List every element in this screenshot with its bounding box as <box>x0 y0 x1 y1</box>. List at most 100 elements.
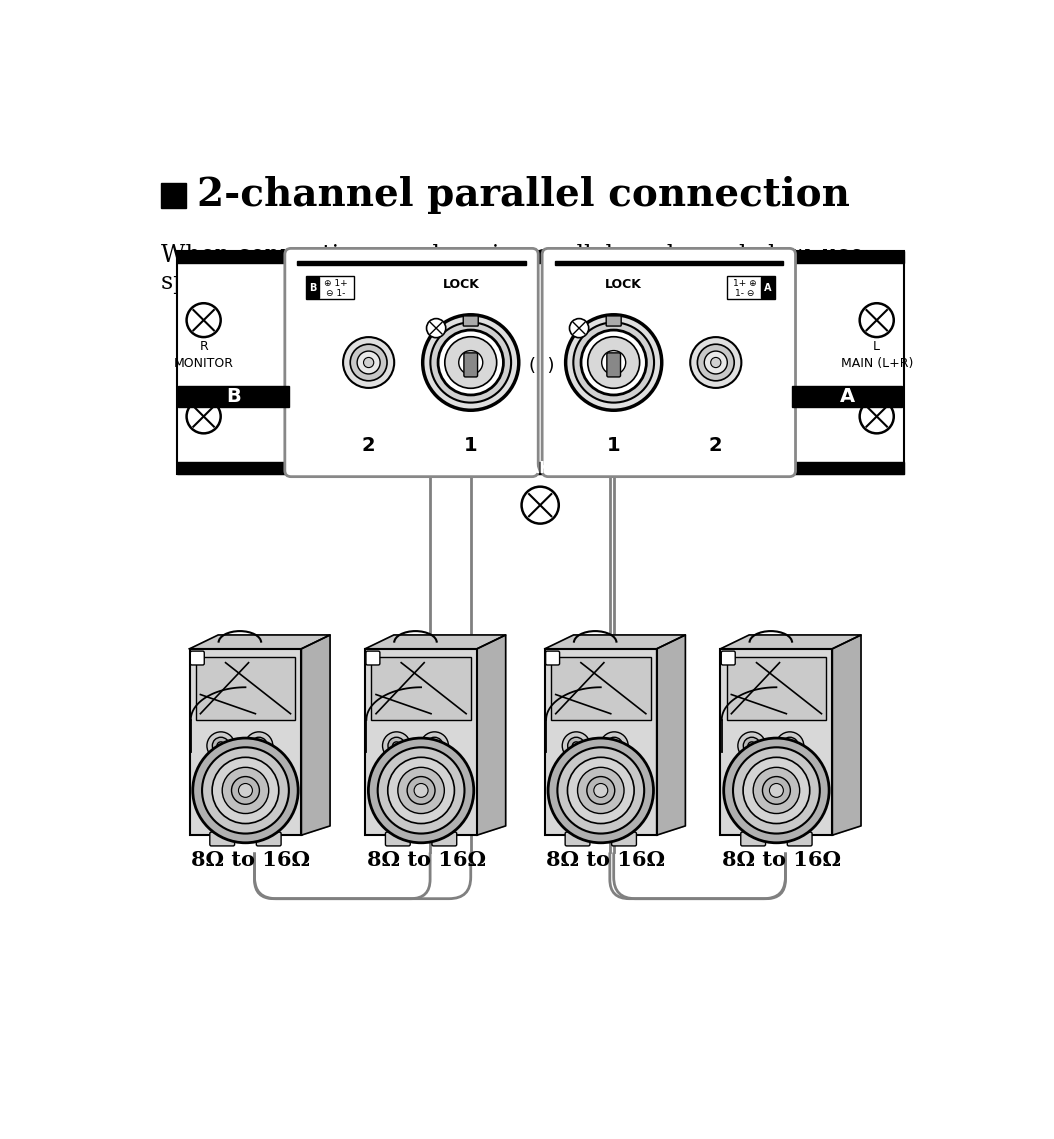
Bar <box>161 183 186 207</box>
Circle shape <box>562 732 590 760</box>
FancyBboxPatch shape <box>721 652 736 665</box>
FancyBboxPatch shape <box>551 656 650 720</box>
Text: A: A <box>839 387 855 405</box>
Bar <box>792 386 902 407</box>
Circle shape <box>602 351 626 375</box>
Circle shape <box>414 784 428 797</box>
Circle shape <box>704 351 727 374</box>
Polygon shape <box>301 634 330 835</box>
Circle shape <box>445 337 496 388</box>
Circle shape <box>383 732 410 760</box>
Circle shape <box>357 351 380 374</box>
Circle shape <box>606 737 623 754</box>
FancyBboxPatch shape <box>191 652 204 665</box>
Circle shape <box>781 737 798 754</box>
Polygon shape <box>721 634 861 649</box>
Circle shape <box>350 344 387 380</box>
Text: 8Ω to 16Ω: 8Ω to 16Ω <box>722 850 841 870</box>
Bar <box>307 277 319 298</box>
Text: R
MONITOR: R MONITOR <box>174 339 234 370</box>
Circle shape <box>593 784 608 797</box>
Circle shape <box>245 732 273 760</box>
Circle shape <box>431 741 438 749</box>
FancyBboxPatch shape <box>606 316 621 326</box>
Circle shape <box>581 330 646 395</box>
Circle shape <box>860 303 894 337</box>
FancyBboxPatch shape <box>726 656 826 720</box>
Circle shape <box>423 314 519 410</box>
FancyBboxPatch shape <box>371 656 471 720</box>
Circle shape <box>738 732 766 760</box>
Circle shape <box>222 768 269 813</box>
Text: 1: 1 <box>607 435 621 454</box>
Text: speakers with impedance of 8 ohms to 16 ohms.: speakers with impedance of 8 ohms to 16 … <box>161 271 739 294</box>
Bar <box>761 277 774 298</box>
Circle shape <box>698 344 735 380</box>
Text: LOCK: LOCK <box>443 278 480 292</box>
FancyBboxPatch shape <box>306 276 354 300</box>
Circle shape <box>578 768 624 813</box>
Circle shape <box>754 768 800 813</box>
FancyBboxPatch shape <box>365 649 477 835</box>
FancyBboxPatch shape <box>741 833 765 846</box>
Circle shape <box>572 741 580 749</box>
Text: 2-channel parallel connection: 2-channel parallel connection <box>197 177 850 214</box>
Circle shape <box>427 319 446 337</box>
Circle shape <box>548 738 653 843</box>
FancyBboxPatch shape <box>721 649 833 835</box>
Circle shape <box>743 737 760 754</box>
Polygon shape <box>477 634 506 835</box>
FancyBboxPatch shape <box>386 833 410 846</box>
Circle shape <box>251 737 268 754</box>
Text: ⊕ 1+: ⊕ 1+ <box>325 279 348 288</box>
Circle shape <box>568 737 585 754</box>
Text: 8Ω to 16Ω: 8Ω to 16Ω <box>367 850 486 870</box>
FancyBboxPatch shape <box>464 316 479 326</box>
Text: 8Ω to 16Ω: 8Ω to 16Ω <box>546 850 665 870</box>
Circle shape <box>238 784 253 797</box>
FancyBboxPatch shape <box>565 833 590 846</box>
Circle shape <box>566 314 662 410</box>
FancyBboxPatch shape <box>366 652 379 665</box>
Polygon shape <box>545 634 685 649</box>
Circle shape <box>769 784 783 797</box>
Circle shape <box>569 319 589 337</box>
FancyBboxPatch shape <box>726 276 775 300</box>
FancyBboxPatch shape <box>432 833 456 846</box>
FancyBboxPatch shape <box>256 833 281 846</box>
Circle shape <box>217 741 225 749</box>
Circle shape <box>558 747 644 834</box>
Circle shape <box>212 737 230 754</box>
Text: ⊖ 1-: ⊖ 1- <box>327 288 346 297</box>
Circle shape <box>776 732 804 760</box>
FancyBboxPatch shape <box>607 353 621 377</box>
FancyBboxPatch shape <box>546 652 560 665</box>
Polygon shape <box>833 634 861 835</box>
FancyBboxPatch shape <box>611 833 637 846</box>
Text: SPEAKERS: SPEAKERS <box>495 460 585 476</box>
Polygon shape <box>190 634 330 649</box>
Circle shape <box>458 351 483 375</box>
Text: 8Ω to 16Ω: 8Ω to 16Ω <box>191 850 310 870</box>
Bar <box>178 386 289 407</box>
Circle shape <box>187 303 220 337</box>
Circle shape <box>202 747 289 834</box>
Bar <box>177 462 903 474</box>
Circle shape <box>573 322 655 402</box>
Text: L
MAIN (L+R): L MAIN (L+R) <box>840 339 913 370</box>
Bar <box>297 261 526 265</box>
Circle shape <box>743 757 809 823</box>
Circle shape <box>860 400 894 433</box>
FancyBboxPatch shape <box>787 833 812 846</box>
FancyBboxPatch shape <box>210 833 235 846</box>
Circle shape <box>710 358 721 368</box>
Text: 2: 2 <box>709 435 723 454</box>
Circle shape <box>343 337 394 388</box>
Circle shape <box>421 732 448 760</box>
Circle shape <box>587 777 614 804</box>
Text: 2: 2 <box>362 435 375 454</box>
Circle shape <box>690 337 741 388</box>
Circle shape <box>364 358 374 368</box>
Circle shape <box>187 400 220 433</box>
Circle shape <box>212 757 278 823</box>
